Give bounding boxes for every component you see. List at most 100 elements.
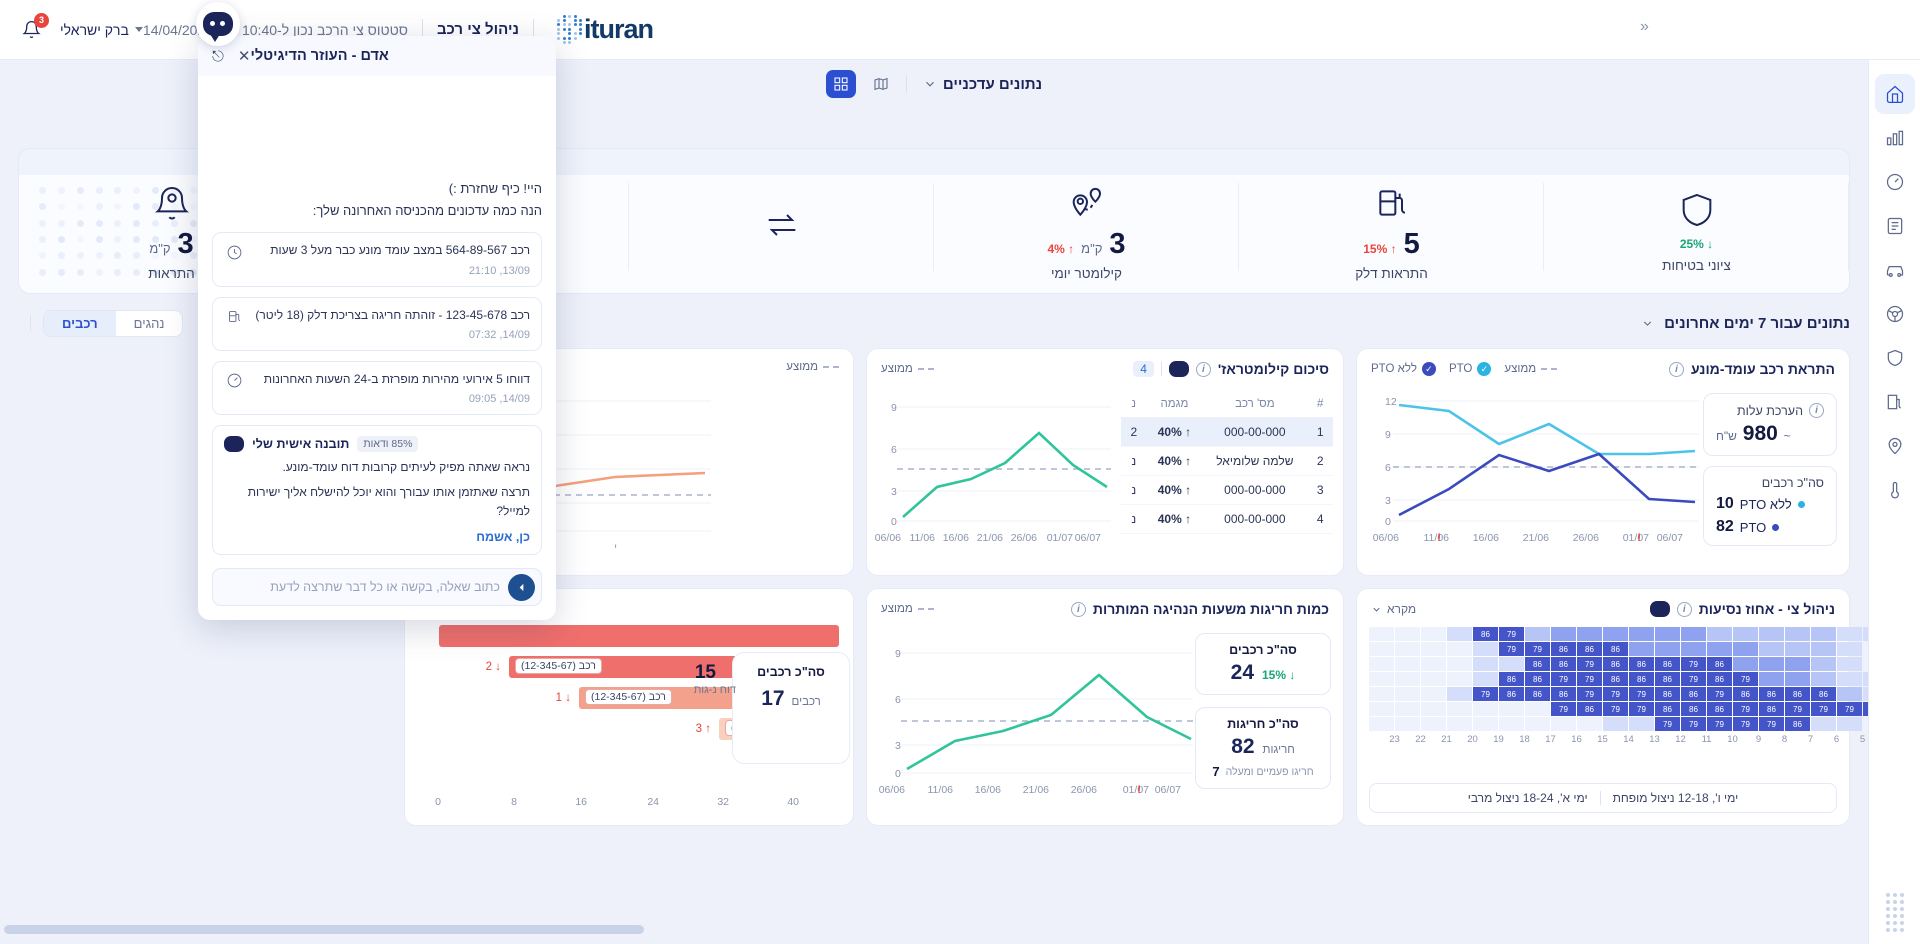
heatmap-cell[interactable] [1473,672,1498,686]
heatmap-cell[interactable]: 79 [1577,672,1602,686]
heatmap-cell[interactable]: 79 [1733,717,1758,731]
heatmap-cell[interactable] [1759,627,1784,641]
send-button[interactable] [508,574,535,601]
chat-bot-icon[interactable] [1650,601,1670,617]
heatmap-cell[interactable] [1655,627,1680,641]
chat-bot-icon[interactable] [1169,361,1189,377]
heatmap-cell[interactable] [1681,642,1706,656]
heatmap-cell[interactable] [1759,657,1784,671]
user-menu[interactable]: ברק ישראלי [60,22,143,38]
external-link-icon[interactable]: ⎋ [212,49,224,64]
heatmap-cell[interactable]: 79 [1681,672,1706,686]
heatmap-cell[interactable]: 86 [1525,672,1550,686]
heatmap-cell[interactable] [1525,702,1550,716]
heatmap-cell[interactable]: 79 [1525,642,1550,656]
heatmap-cell[interactable] [1837,657,1862,671]
heatmap-cell[interactable]: 79 [1759,717,1784,731]
heatmap-cell[interactable] [1551,627,1576,641]
heatmap-cell[interactable]: 86 [1499,687,1524,701]
heatmap-cell[interactable]: 86 [1551,642,1576,656]
heatmap-cell[interactable] [1473,657,1498,671]
heatmap-cell[interactable] [1811,657,1836,671]
heatmap-cell[interactable] [1785,642,1810,656]
scrollbar-thumb[interactable] [4,925,644,934]
heatmap-cell[interactable]: 79 [1707,687,1732,701]
heatmap-cell[interactable] [1395,687,1420,701]
heatmap-cell[interactable] [1447,657,1472,671]
horizontal-scrollbar[interactable] [0,916,1920,944]
heatmap-cell[interactable] [1473,642,1498,656]
heatmap-cell[interactable] [1759,642,1784,656]
heatmap-cell[interactable]: 86 [1525,687,1550,701]
heatmap-cell[interactable] [1395,672,1420,686]
heatmap-cell[interactable] [1655,642,1680,656]
heatmap-cell[interactable] [1785,627,1810,641]
heatmap-cell[interactable] [1837,642,1862,656]
heatmap-cell[interactable]: 79 [1603,687,1628,701]
heatmap-cell[interactable] [1369,687,1394,701]
heatmap-cell[interactable]: 86 [1551,657,1576,671]
heatmap-cell[interactable]: 79 [1655,717,1680,731]
heatmap-cell[interactable] [1577,717,1602,731]
heatmap-cell[interactable] [1629,627,1654,641]
heatmap-cell[interactable] [1421,717,1446,731]
heatmap-cell[interactable] [1369,642,1394,656]
heatmap-cell[interactable]: 86 [1785,717,1810,731]
heatmap-cell[interactable]: 86 [1525,657,1550,671]
heatmap-cell[interactable]: 79 [1707,717,1732,731]
heatmap-cell[interactable] [1369,717,1394,731]
heatmap-cell[interactable] [1551,717,1576,731]
segment-vehicles[interactable]: רכבים [44,311,116,336]
heatmap-cell[interactable] [1811,642,1836,656]
heatmap-cell[interactable]: 86 [1473,627,1498,641]
heatmap-cell[interactable] [1447,642,1472,656]
kpi-daily-km[interactable]: 3 ק"מ ↑ 4% קילומטר יומי [934,149,1239,293]
collapse-sidebar-button[interactable]: « [1640,18,1649,36]
heatmap-cell[interactable] [1369,672,1394,686]
rail-item-home[interactable] [1875,74,1915,114]
heatmap-cell[interactable]: 86 [1707,657,1732,671]
heatmap-cell[interactable]: 79 [1681,717,1706,731]
rail-item-security[interactable] [1875,338,1915,378]
rail-item-reports[interactable] [1875,118,1915,158]
table-row[interactable]: 1 000-00-000 ↑ 40% 2 [1121,418,1333,447]
rail-item-temperature[interactable] [1875,470,1915,510]
row2-caret-button[interactable] [1638,314,1656,332]
heatmap-cell[interactable] [1811,672,1836,686]
heatmap-cell[interactable] [1447,717,1472,731]
heatmap-cell[interactable]: 79 [1499,627,1524,641]
heatmap-cell[interactable]: 86 [1629,657,1654,671]
view-options-caret[interactable] [917,71,943,97]
heatmap-cell[interactable] [1499,657,1524,671]
heatmap-cell[interactable] [1447,687,1472,701]
bar-row[interactable] [419,625,839,647]
heatmap-cell[interactable] [1577,627,1602,641]
table-row[interactable]: 3 000-00-000 ↑ 40% נ [1121,476,1333,505]
heatmap-cell[interactable] [1707,642,1732,656]
legend-no-pto[interactable]: ✓ ללא PTO [1371,362,1436,376]
chat-assistant-fab[interactable] [196,2,240,46]
segment-drivers[interactable]: נהגים [116,311,183,336]
heatmap-cell[interactable]: 79 [1837,702,1862,716]
recommendation-accept-link[interactable]: כן, אשמח [224,530,530,544]
heatmap-cell[interactable] [1369,627,1394,641]
heatmap-cell[interactable] [1603,717,1628,731]
legend-pto[interactable]: ✓ PTO [1449,362,1491,376]
heatmap-cell[interactable] [1395,717,1420,731]
heatmap-cell[interactable] [1733,642,1758,656]
rail-item-gauge[interactable] [1875,162,1915,202]
heatmap-cell[interactable]: 86 [1499,672,1524,686]
heatmap-cell[interactable]: 79 [1629,702,1654,716]
heatmap-cell[interactable] [1811,717,1836,731]
heatmap-cell[interactable] [1447,627,1472,641]
heatmap-cell[interactable] [1395,627,1420,641]
chat-note[interactable]: רכב 564-89-567 במצב עומד מונע כבר מעל 3 … [212,232,542,286]
heatmap-cell[interactable] [1421,642,1446,656]
rail-item-fuel[interactable] [1875,382,1915,422]
heatmap-cell[interactable] [1395,657,1420,671]
heatmap-cell[interactable] [1603,627,1628,641]
heatmap-cell[interactable] [1785,672,1810,686]
heatmap-cell[interactable]: 86 [1811,687,1836,701]
heatmap-cell[interactable] [1525,717,1550,731]
map-view-button[interactable] [866,70,896,98]
